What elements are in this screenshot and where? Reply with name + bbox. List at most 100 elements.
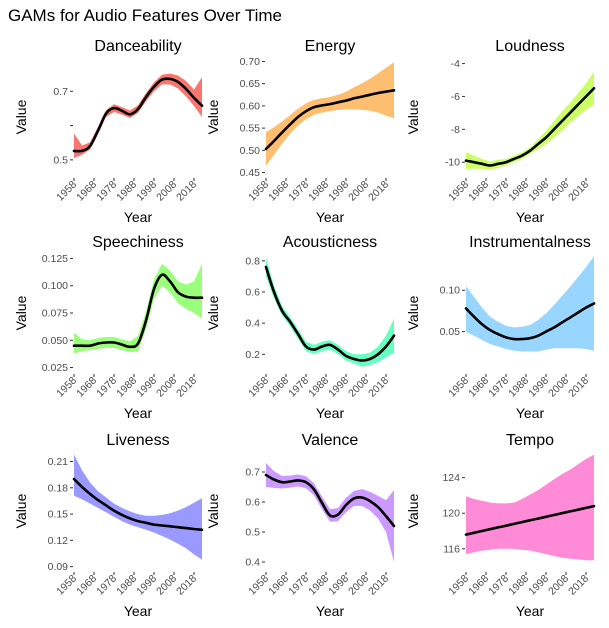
x-tick-label: 2008 bbox=[546, 375, 571, 400]
x-tick-label: 1968 bbox=[466, 179, 491, 204]
x-tick-label: 1988 bbox=[306, 179, 331, 204]
x-tick-label: 2018 bbox=[566, 179, 591, 204]
panel-tempo: Tempo 116 120 124 19581968197819881998200820… bbox=[405, 432, 596, 619]
y-tick-label: 0.4 bbox=[245, 318, 260, 330]
x-axis-label: Year bbox=[316, 603, 345, 619]
x-tick-label: 1988 bbox=[114, 179, 139, 204]
y-tick-label: 0.5 bbox=[53, 154, 68, 166]
x-tick-label: 1958 bbox=[54, 179, 79, 204]
panel-title: Liveness bbox=[106, 432, 169, 449]
confidence-band bbox=[466, 256, 594, 352]
confidence-band bbox=[74, 454, 202, 560]
x-tick-label: 1978 bbox=[94, 573, 119, 598]
panel-title: Danceability bbox=[94, 38, 181, 55]
y-tick-label: 0.60 bbox=[240, 100, 261, 112]
x-tick-label: 1968 bbox=[74, 573, 99, 598]
x-tick-label: 1978 bbox=[286, 375, 311, 400]
x-tick-label: 1988 bbox=[114, 573, 139, 598]
x-tick-label: 1988 bbox=[506, 573, 531, 598]
x-tick-label: 1968 bbox=[74, 179, 99, 204]
y-tick-label: 0.10 bbox=[440, 285, 461, 297]
x-tick-label: 1978 bbox=[94, 179, 119, 204]
x-tick-label: 2008 bbox=[346, 375, 371, 400]
x-axis-label: Year bbox=[316, 405, 345, 421]
x-tick-label: 2018 bbox=[366, 179, 391, 204]
x-tick-label: 1998 bbox=[526, 375, 551, 400]
confidence-band bbox=[266, 62, 394, 166]
x-tick-label: 1968 bbox=[266, 179, 291, 204]
x-tick-label: 1998 bbox=[134, 375, 159, 400]
y-tick-label: 116 bbox=[443, 543, 460, 555]
y-tick-label: 0.21 bbox=[48, 456, 69, 468]
y-tick-label: 0.45 bbox=[240, 167, 261, 179]
y-tick-label: 0.18 bbox=[48, 482, 69, 494]
x-tick-label: 1988 bbox=[306, 375, 331, 400]
x-tick-label: 1998 bbox=[326, 573, 351, 598]
y-tick-label: 124 bbox=[442, 472, 460, 484]
y-tick-label: 0.5 bbox=[245, 527, 260, 539]
x-tick-label: 1998 bbox=[526, 179, 551, 204]
x-tick-label: 1958 bbox=[246, 179, 271, 204]
panel-liveness: Liveness 0.09 0.12 0.15 0.18 0.21 195819681978… bbox=[13, 432, 204, 619]
confidence-band bbox=[266, 463, 394, 562]
y-tick-label: 0.100 bbox=[42, 280, 68, 292]
x-tick-label: 1998 bbox=[526, 573, 551, 598]
x-tick-label: 2018 bbox=[174, 573, 199, 598]
x-tick-label: 1978 bbox=[286, 573, 311, 598]
y-tick-label: 0.6 bbox=[245, 286, 260, 298]
y-axis-label: Value bbox=[405, 99, 421, 134]
x-tick-label: 1958 bbox=[246, 573, 271, 598]
x-tick-label: 1998 bbox=[134, 573, 159, 598]
panel-title: Energy bbox=[305, 38, 356, 55]
panel-loudness: Loudness -10 -8 -6 -4 19581968197819881998200… bbox=[405, 38, 596, 225]
gam-fit-line bbox=[72, 77, 204, 153]
panel-title: Valence bbox=[302, 432, 359, 449]
panels-container: Danceability0.50.71958196819781988199820… bbox=[13, 38, 596, 619]
gam-fit-line bbox=[464, 86, 596, 167]
x-axis-label: Year bbox=[516, 603, 545, 619]
confidence-band bbox=[466, 71, 594, 170]
panel-title: Acousticness bbox=[283, 234, 377, 251]
y-axis-label: Value bbox=[405, 493, 421, 528]
y-tick-label: 0.12 bbox=[48, 535, 69, 547]
x-tick-label: 1998 bbox=[134, 179, 159, 204]
y-axis-label: Value bbox=[13, 295, 29, 330]
x-tick-label: 2008 bbox=[346, 179, 371, 204]
gam-fit-line bbox=[464, 504, 596, 536]
x-tick-label: 2008 bbox=[346, 573, 371, 598]
x-tick-label: 1978 bbox=[286, 179, 311, 204]
confidence-band bbox=[74, 263, 202, 354]
x-tick-label: 2008 bbox=[546, 179, 571, 204]
y-tick-label: 0.075 bbox=[42, 308, 68, 320]
y-axis-label: Value bbox=[405, 295, 421, 330]
confidence-band bbox=[466, 454, 594, 561]
x-tick-label: 1958 bbox=[54, 573, 79, 598]
x-tick-label: 2018 bbox=[366, 375, 391, 400]
panel-title: Instrumentalness bbox=[469, 234, 591, 251]
gam-fit-line bbox=[72, 477, 204, 532]
gam-fit-line bbox=[464, 302, 596, 341]
x-tick-label: 1968 bbox=[466, 375, 491, 400]
y-tick-label: -6 bbox=[451, 91, 460, 103]
x-tick-label: 1978 bbox=[486, 375, 511, 400]
x-tick-label: 2008 bbox=[154, 375, 179, 400]
x-tick-label: 1978 bbox=[94, 375, 119, 400]
x-axis-label: Year bbox=[124, 603, 153, 619]
y-axis-label: Value bbox=[205, 99, 221, 134]
y-tick-label: -4 bbox=[451, 58, 460, 70]
x-tick-label: 2018 bbox=[174, 375, 199, 400]
x-tick-label: 1968 bbox=[266, 573, 291, 598]
x-tick-label: 1988 bbox=[306, 573, 331, 598]
x-tick-label: 2008 bbox=[154, 573, 179, 598]
figure-title: GAMs for Audio Features Over Time bbox=[8, 6, 282, 25]
panel-instrumentalness: Instrumentalness 0.05 0.10 1958196819781988… bbox=[405, 234, 596, 421]
x-tick-label: 1998 bbox=[326, 375, 351, 400]
y-tick-label: 0.65 bbox=[240, 78, 261, 90]
x-axis-label: Year bbox=[516, 209, 545, 225]
confidence-band bbox=[266, 257, 394, 367]
y-tick-label: -8 bbox=[451, 124, 460, 136]
x-tick-label: 1958 bbox=[446, 179, 471, 204]
x-tick-label: 1958 bbox=[446, 573, 471, 598]
panel-danceability: Danceability0.50.71958196819781988199820… bbox=[13, 38, 204, 225]
